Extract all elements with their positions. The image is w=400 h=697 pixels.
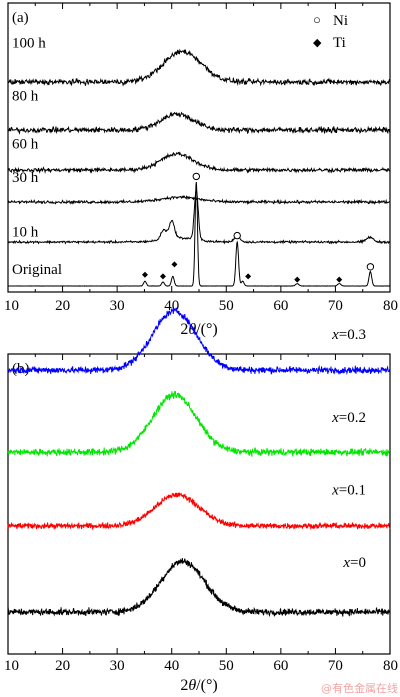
panel-b-plot-frame	[7, 353, 391, 655]
panel-b-traces	[7, 307, 391, 618]
ni-peak-marker	[233, 231, 241, 240]
series-label: 100 h	[12, 36, 46, 52]
legend-ni-symbol: ○	[313, 12, 321, 27]
series-label: 10 h	[12, 224, 39, 240]
panel-b-x-axis-label: 2θ/(°)	[180, 677, 217, 694]
legend-ni-label: Ni	[333, 13, 348, 29]
x-tick-label: 40	[164, 658, 179, 674]
trace-x-0	[7, 558, 391, 618]
x-tick-label: 60	[273, 298, 288, 314]
trace-60-h	[7, 151, 391, 174]
trace-30-h	[7, 194, 391, 206]
panel-a-legend: ○ Ni ◆ Ti	[313, 12, 348, 51]
x-tick-label: 20	[55, 298, 70, 314]
x-tick-label: 80	[383, 298, 398, 314]
series-label: x=0.1	[331, 483, 366, 499]
legend-ti-label: Ti	[333, 35, 346, 51]
panel-b: (b) x=0x=0.1x=0.2x=0.3 10 20 30 40 50 60 70 80 …	[4, 307, 398, 694]
x-tick-label: 80	[383, 658, 398, 674]
panel-a-x-ticks: 10 20 30 40 50 60 70 80	[4, 3, 398, 314]
ni-peak-marker	[366, 263, 375, 271]
ti-peak-marker	[141, 271, 148, 278]
series-label: Original	[12, 262, 62, 278]
ni-peak-marker	[192, 172, 201, 181]
series-label: x=0	[342, 555, 366, 571]
ti-peak-marker	[294, 276, 301, 283]
ti-peak-marker	[336, 276, 343, 283]
trace-80-h	[7, 111, 391, 135]
panel-a-x-axis-label: 2θ/(°)	[180, 321, 217, 338]
x-tick-label: 50	[219, 658, 234, 674]
ti-peak-marker	[245, 273, 252, 280]
trace-x-0-3	[7, 307, 391, 375]
watermark-text: @有色金属在线	[321, 681, 398, 695]
panel-a-peak-markers	[141, 172, 375, 283]
legend-ti-symbol: ◆	[313, 37, 322, 49]
panel-b-x-ticks: 10 20 30 40 50 60 70 80	[4, 354, 398, 674]
trace-original	[7, 182, 390, 287]
x-tick-label: 10	[4, 298, 19, 314]
panel-a: (a) Original 10 h 30 h 60 h 80 h 100 h 10 20 30…	[4, 2, 398, 338]
series-label: 60 h	[12, 136, 39, 152]
panel-b-series-labels: x=0 x=0.1 x=0.2 x=0.3	[331, 327, 366, 571]
series-label: x=0.2	[331, 410, 366, 426]
trace-10-h	[7, 189, 391, 245]
trace-x-0-2	[7, 391, 391, 457]
x-tick-label: 20	[55, 658, 70, 674]
series-label: 30 h	[12, 170, 39, 186]
trace-x-0-1	[7, 492, 391, 530]
panel-a-label: (a)	[12, 10, 29, 26]
x-tick-label: 10	[4, 658, 19, 674]
x-tick-label: 70	[328, 298, 343, 314]
x-tick-label: 30	[110, 298, 125, 314]
trace-100-h	[7, 48, 391, 87]
series-label: x=0.3	[331, 327, 366, 343]
x-tick-label: 50	[219, 298, 234, 314]
x-tick-label: 60	[273, 658, 288, 674]
x-tick-label: 70	[328, 658, 343, 674]
panel-a-traces	[7, 48, 391, 287]
ti-peak-marker	[159, 273, 166, 280]
ti-peak-marker	[171, 261, 178, 268]
panel-a-series-labels: Original 10 h 30 h 60 h 80 h 100 h	[12, 36, 62, 278]
series-label: 80 h	[12, 88, 39, 104]
x-tick-label: 30	[110, 658, 125, 674]
